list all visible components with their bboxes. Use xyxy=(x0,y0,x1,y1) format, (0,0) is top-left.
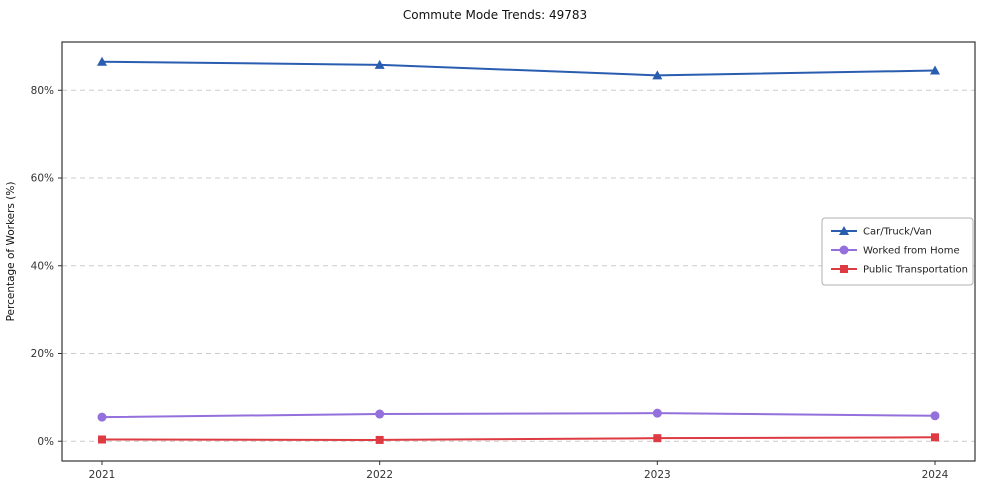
x-axis: 2021 2022 2023 2024 xyxy=(89,461,949,481)
x-tick-label: 2021 xyxy=(89,469,116,481)
x-tick-label: 2024 xyxy=(922,469,949,481)
chart-canvas: 0% 20% 40% 60% 80% 2021 2022 2023 2024 Percentage… xyxy=(5,41,976,481)
plot-border xyxy=(61,41,976,462)
x-tick-label: 2023 xyxy=(644,469,671,481)
legend-label: Worked from Home xyxy=(863,246,960,257)
y-tick-label: 0% xyxy=(37,436,54,448)
legend: Car/Truck/Van Worked from Home Public Tran… xyxy=(821,217,974,286)
chart-title: Commute Mode Trends: 49783 xyxy=(402,8,588,22)
legend-label: Public Transportation xyxy=(863,265,968,276)
legend-label: Car/Truck/Van xyxy=(863,227,932,238)
series-worked-from-home xyxy=(97,408,940,422)
series-public-transportation xyxy=(98,433,939,444)
y-axis-label: Percentage of Workers (%) xyxy=(5,182,17,322)
x-tick-label: 2022 xyxy=(366,469,393,481)
y-axis: 0% 20% 40% 60% 80% xyxy=(31,85,62,448)
y-tick-label: 60% xyxy=(31,173,54,185)
y-tick-label: 80% xyxy=(31,85,54,97)
y-tick-label: 20% xyxy=(31,348,54,360)
y-tick-label: 40% xyxy=(31,260,54,272)
series-car-truck-van xyxy=(97,56,940,80)
